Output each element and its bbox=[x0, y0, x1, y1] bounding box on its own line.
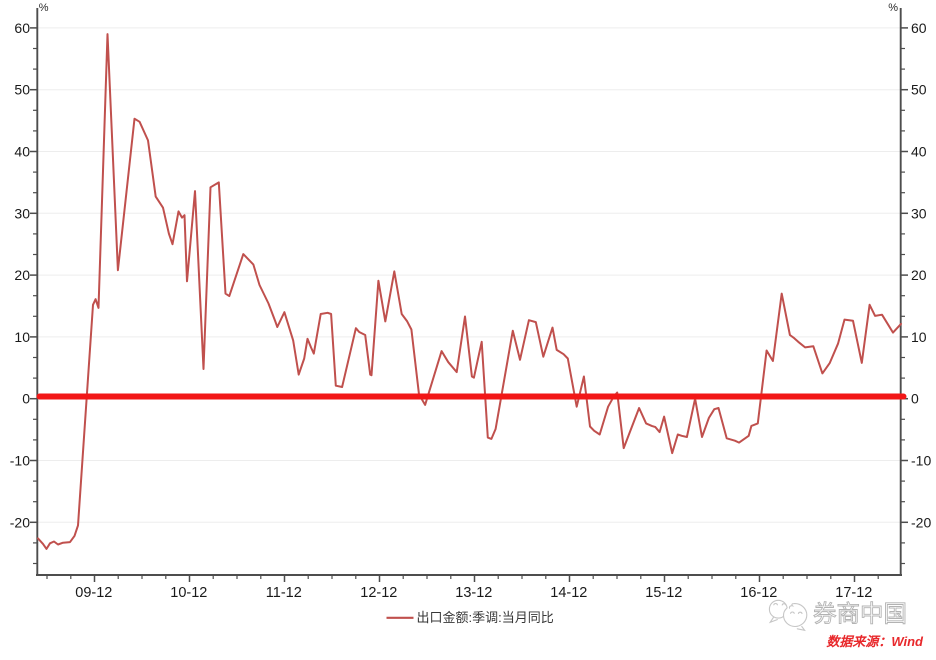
svg-text:50: 50 bbox=[14, 82, 30, 98]
svg-text:40: 40 bbox=[14, 144, 30, 160]
svg-text:-20: -20 bbox=[10, 514, 30, 530]
svg-text:10: 10 bbox=[14, 329, 30, 345]
svg-text:13-12: 13-12 bbox=[455, 585, 492, 601]
svg-text:数据来源：Wind: 数据来源：Wind bbox=[826, 634, 924, 649]
svg-text:17-12: 17-12 bbox=[835, 585, 872, 601]
svg-text:10-12: 10-12 bbox=[170, 585, 207, 601]
svg-text:-10: -10 bbox=[911, 453, 931, 469]
svg-text:15-12: 15-12 bbox=[645, 585, 682, 601]
svg-text:%: % bbox=[39, 2, 49, 14]
svg-text:11-12: 11-12 bbox=[266, 585, 302, 601]
svg-text:出口金额:季调:当月同比: 出口金额:季调:当月同比 bbox=[417, 610, 554, 625]
svg-text:12-12: 12-12 bbox=[360, 585, 397, 601]
svg-text:0: 0 bbox=[22, 391, 30, 407]
svg-text:50: 50 bbox=[911, 82, 927, 98]
svg-text:0: 0 bbox=[911, 391, 919, 407]
svg-text:%: % bbox=[888, 2, 898, 14]
svg-text:09-12: 09-12 bbox=[75, 585, 112, 601]
svg-text:16-12: 16-12 bbox=[740, 585, 777, 601]
svg-text:-10: -10 bbox=[10, 453, 30, 469]
svg-text:30: 30 bbox=[911, 205, 927, 221]
svg-text:30: 30 bbox=[14, 205, 30, 221]
svg-text:60: 60 bbox=[911, 20, 927, 36]
svg-text:14-12: 14-12 bbox=[550, 585, 587, 601]
svg-text:20: 20 bbox=[911, 267, 927, 283]
svg-text:40: 40 bbox=[911, 144, 927, 160]
svg-text:20: 20 bbox=[14, 267, 30, 283]
svg-text:60: 60 bbox=[14, 20, 30, 36]
svg-text:券商中国: 券商中国 bbox=[813, 601, 907, 627]
svg-text:-20: -20 bbox=[911, 514, 931, 530]
svg-text:10: 10 bbox=[911, 329, 927, 345]
